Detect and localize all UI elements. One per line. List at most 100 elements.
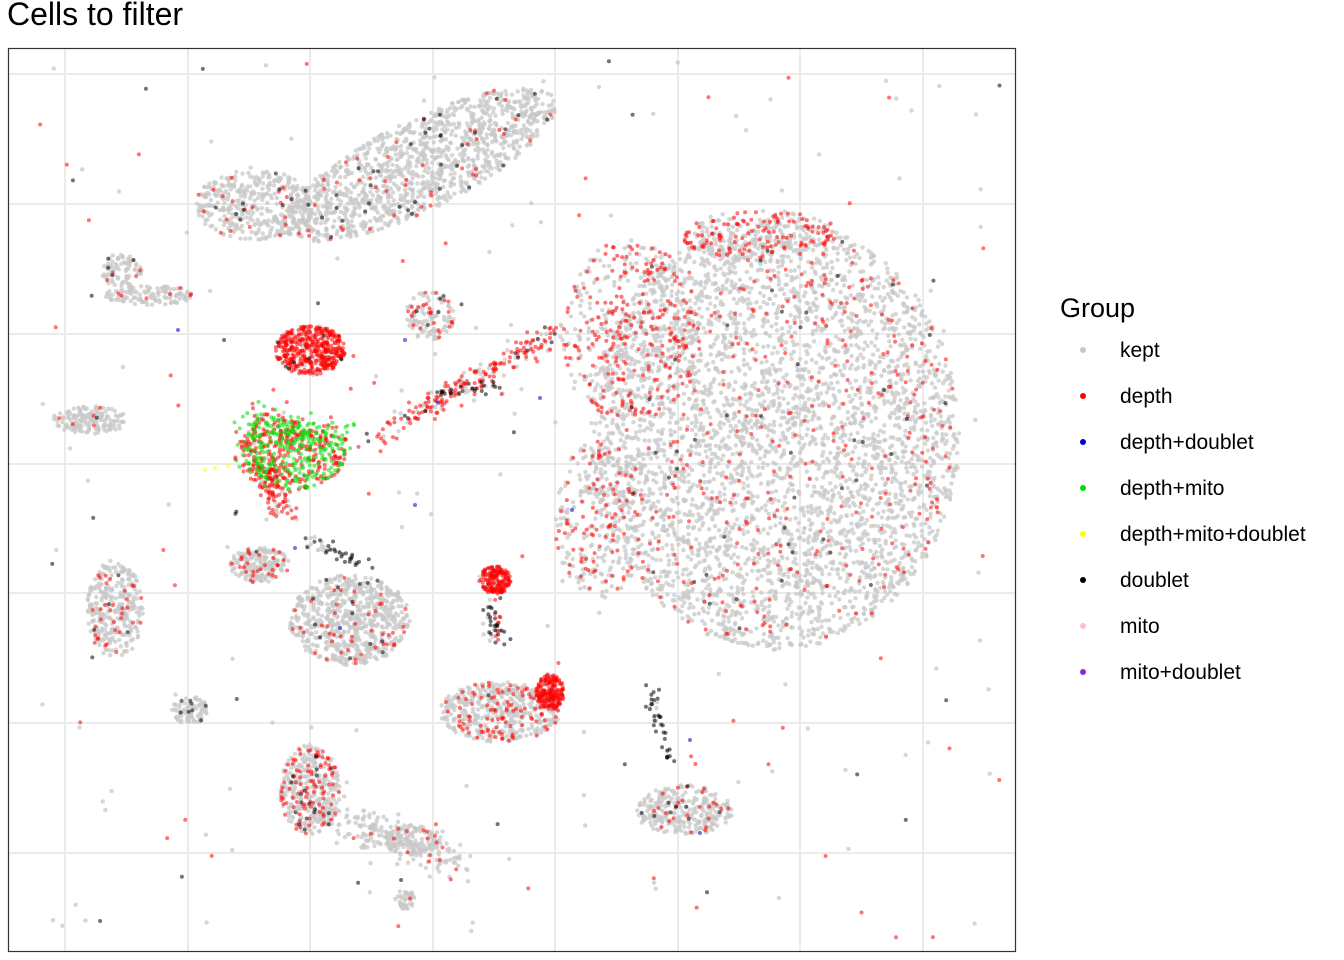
- point-kept: [720, 481, 725, 487]
- point-kept: [759, 368, 765, 374]
- point-kept: [614, 539, 620, 544]
- point-kept: [868, 476, 874, 482]
- point-kept: [879, 553, 884, 558]
- point-kept: [640, 384, 646, 389]
- point-kept: [744, 399, 749, 404]
- point-kept: [799, 578, 804, 584]
- point-kept: [656, 533, 662, 539]
- point-kept: [664, 284, 669, 289]
- point-kept: [763, 508, 769, 513]
- point-kept: [823, 618, 829, 623]
- point-kept: [705, 306, 710, 312]
- point-kept: [662, 406, 667, 411]
- point-kept: [808, 527, 813, 532]
- point-kept: [761, 553, 767, 558]
- point-kept: [761, 293, 766, 299]
- point-kept: [741, 531, 746, 537]
- point-kept: [738, 312, 743, 317]
- point-kept: [736, 365, 741, 371]
- point-kept: [565, 510, 570, 516]
- point-kept: [888, 589, 893, 594]
- point-kept: [765, 531, 771, 536]
- point-kept: [872, 456, 878, 461]
- point-kept: [780, 555, 785, 561]
- point-kept: [670, 282, 675, 287]
- point-kept: [790, 625, 795, 630]
- point-kept: [793, 556, 798, 562]
- point-kept: [675, 537, 680, 542]
- point-kept: [815, 324, 821, 329]
- point-kept: [865, 531, 870, 537]
- point-kept: [658, 303, 664, 308]
- point-kept: [807, 305, 813, 311]
- point-kept: [806, 369, 812, 375]
- point-kept: [642, 480, 648, 485]
- point-kept: [632, 547, 637, 552]
- point-kept: [806, 540, 811, 545]
- point-kept: [659, 491, 664, 497]
- point-kept: [873, 379, 878, 385]
- point-kept: [851, 531, 856, 536]
- point-kept: [687, 605, 692, 611]
- point-kept: [855, 355, 860, 361]
- point-kept: [733, 379, 738, 385]
- point-kept: [698, 421, 703, 426]
- point-kept: [847, 540, 852, 545]
- point-kept: [820, 521, 826, 527]
- point-kept: [730, 496, 735, 501]
- point-kept: [712, 524, 718, 529]
- point-kept: [828, 270, 833, 275]
- point-kept: [904, 309, 909, 315]
- point-kept: [609, 431, 615, 436]
- point-kept: [869, 254, 874, 259]
- point-kept: [766, 547, 771, 552]
- point-kept: [611, 500, 616, 505]
- point-kept: [620, 422, 626, 427]
- point-kept: [821, 491, 826, 497]
- point-kept: [778, 367, 783, 372]
- point-kept: [861, 363, 867, 368]
- point-kept: [919, 332, 924, 338]
- point-kept: [838, 514, 844, 519]
- point-kept: [765, 433, 770, 438]
- point-kept: [760, 208, 766, 214]
- point-kept: [914, 410, 919, 416]
- point-kept: [895, 437, 900, 442]
- point-kept: [843, 552, 849, 557]
- point-kept: [882, 589, 887, 594]
- point-kept: [771, 268, 776, 273]
- point-kept: [872, 438, 878, 443]
- point-kept: [661, 603, 667, 608]
- point-kept: [869, 419, 874, 424]
- point-kept: [827, 593, 832, 598]
- point-kept: [575, 461, 580, 466]
- point-kept: [459, 135, 465, 140]
- point-kept: [713, 365, 718, 371]
- point-kept: [749, 443, 754, 448]
- point-kept: [586, 394, 591, 400]
- point-kept: [917, 384, 923, 390]
- point-kept: [861, 355, 866, 360]
- point-kept: [540, 101, 545, 107]
- point-kept: [924, 353, 929, 359]
- point-kept: [414, 118, 419, 123]
- point-kept: [652, 336, 658, 341]
- point-kept: [677, 476, 682, 481]
- point-kept: [828, 450, 833, 456]
- point-kept: [893, 544, 899, 549]
- point-kept: [756, 442, 761, 448]
- point-kept: [677, 256, 683, 262]
- point-kept: [737, 335, 743, 340]
- point-kept: [706, 605, 711, 610]
- point-kept: [597, 258, 603, 263]
- point-kept: [951, 433, 956, 439]
- point-kept: [610, 417, 616, 422]
- point-kept: [763, 330, 768, 336]
- point-kept: [785, 440, 791, 445]
- point-kept: [653, 557, 659, 563]
- point-kept: [800, 382, 805, 387]
- point-kept: [799, 447, 804, 452]
- point-kept: [741, 357, 746, 363]
- point-kept: [831, 613, 836, 619]
- point-kept: [819, 619, 825, 624]
